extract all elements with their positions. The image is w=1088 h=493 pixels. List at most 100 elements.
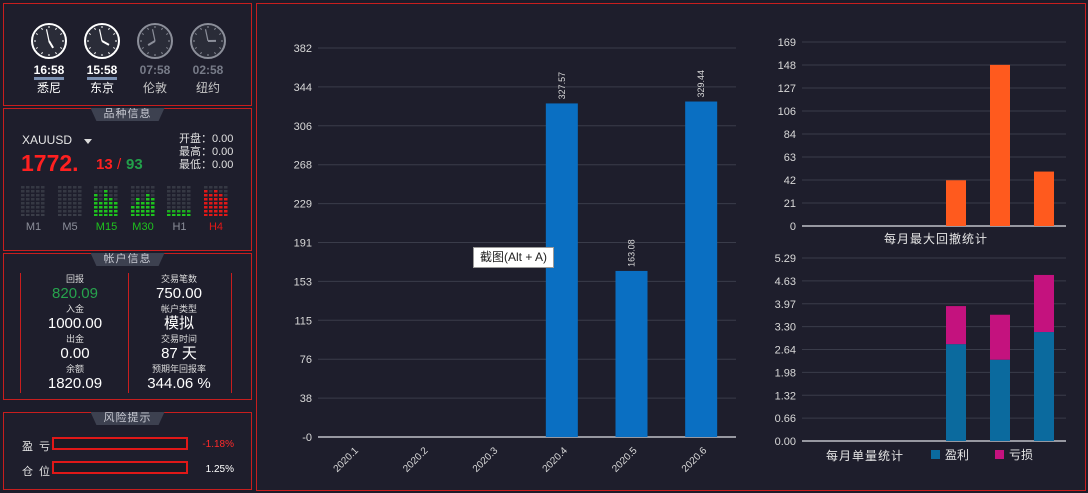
signal-segment (41, 194, 45, 197)
signal-segment (182, 194, 186, 197)
timeframe-label[interactable]: M1 (25, 221, 42, 233)
signal-segment (31, 202, 35, 205)
signal-bars-icon (57, 186, 81, 217)
signal-segment (67, 194, 71, 197)
signal-segment (218, 198, 222, 201)
account-stat-value: 344.06 % (147, 375, 211, 392)
timeframe-meter[interactable] (94, 183, 119, 217)
signal-segment (62, 198, 66, 201)
signal-segment (104, 190, 108, 193)
signal-segment (203, 198, 207, 201)
signal-segment (67, 210, 71, 213)
signal-segment (177, 190, 181, 193)
timeframe-meter[interactable] (167, 183, 192, 217)
signal-segment (208, 194, 212, 197)
signal-segment (218, 190, 222, 193)
timeframe-label[interactable]: M5 (62, 221, 78, 233)
clock-city: 纽约 (195, 81, 220, 95)
symbol-name[interactable]: XAUUSD (22, 133, 73, 147)
signal-segment (187, 194, 191, 197)
timeframe-label[interactable]: M15 (95, 221, 118, 233)
signal-segment (167, 198, 171, 201)
timeframe-meter[interactable] (21, 183, 46, 217)
signal-segment (77, 202, 81, 205)
x-tick-label: 2020.4 (541, 445, 571, 475)
y-tick-label: 84 (784, 129, 796, 141)
timeframe-label[interactable]: H4 (208, 221, 224, 233)
signal-segment (104, 186, 108, 189)
signal-segment (150, 194, 154, 197)
signal-segment (130, 210, 134, 213)
signal-segment (177, 194, 181, 197)
signal-segment (94, 186, 98, 189)
signal-segment (72, 206, 76, 209)
y-tick-label: 191 (294, 238, 312, 250)
y-tick-label: 2.64 (775, 345, 796, 357)
x-tick-label: 2020.2 (401, 445, 431, 475)
timeframe-label[interactable]: M30 (132, 221, 154, 233)
legend-swatch (995, 450, 1004, 459)
signal-segment (145, 202, 149, 205)
account-stat-label: 交易笔数 (160, 274, 197, 284)
signal-segment (203, 210, 207, 213)
bar-value-label: 163.08 (627, 239, 637, 267)
clock-tick (108, 52, 110, 55)
signal-segment (182, 190, 186, 193)
signal-segment (167, 202, 171, 205)
clock-face-icon (137, 23, 173, 59)
account-stat-value: 87 天 (161, 345, 197, 362)
signal-segment (172, 210, 176, 213)
signal-segment (218, 202, 222, 205)
signal-segment (72, 210, 76, 213)
timeframe-meter[interactable] (203, 183, 229, 217)
signal-segment (104, 206, 108, 209)
risk-bar-pnl (52, 437, 188, 450)
signal-segment (135, 202, 139, 205)
signal-segment (99, 198, 103, 201)
signal-segment (114, 186, 118, 189)
y-tick-label: -0 (302, 432, 312, 444)
signal-segment (67, 190, 71, 193)
timeframe-label[interactable]: H1 (172, 221, 187, 233)
signal-segment (187, 214, 191, 217)
signal-segment (62, 186, 66, 189)
y-tick-label: 229 (294, 199, 312, 211)
chevron-down-icon[interactable] (84, 139, 92, 144)
y-tick-label: 115 (294, 315, 312, 327)
signal-segment (150, 186, 154, 189)
signal-segment (26, 202, 30, 205)
signal-segment (31, 210, 35, 213)
account-stat-value: 1000.00 (47, 315, 103, 332)
signal-segment (177, 186, 181, 189)
clock-city: 伦敦 (142, 81, 167, 95)
account-stat-value: 820.09 (52, 285, 98, 302)
signal-segment (140, 206, 144, 209)
signal-segment (203, 214, 207, 217)
timeframe-meter[interactable] (57, 183, 83, 217)
signal-segment (135, 194, 139, 197)
clock-sydney: 16:58 悉尼 (29, 22, 69, 95)
risk-panel: 风险提示 (3, 412, 252, 490)
chart-title: 每月单量统计 (826, 448, 904, 463)
clock-tick (166, 47, 169, 49)
risk-value-pnl: -1.18% (202, 439, 234, 450)
signal-segment (26, 198, 30, 201)
signal-segment (109, 214, 113, 217)
bar (990, 314, 1010, 360)
signal-segment (167, 186, 171, 189)
signal-segment (67, 198, 71, 201)
signal-segment (187, 190, 191, 193)
timeframe-meter[interactable] (130, 183, 156, 217)
signal-segment (182, 186, 186, 189)
price-main: 1772. (21, 150, 79, 176)
signal-segment (114, 210, 118, 213)
signal-segment (57, 190, 61, 193)
signal-segment (36, 202, 40, 205)
clock-tick (55, 27, 57, 30)
y-tick-label: 38 (300, 393, 312, 405)
monthly-return-chart: 382 344 306 268 229 191 153 115 76 38 -0 2020.1 2020… (294, 43, 736, 475)
clock-tick (219, 33, 222, 35)
clock-tick (200, 52, 202, 55)
clock-tick (113, 33, 116, 35)
signal-segment (104, 198, 108, 201)
